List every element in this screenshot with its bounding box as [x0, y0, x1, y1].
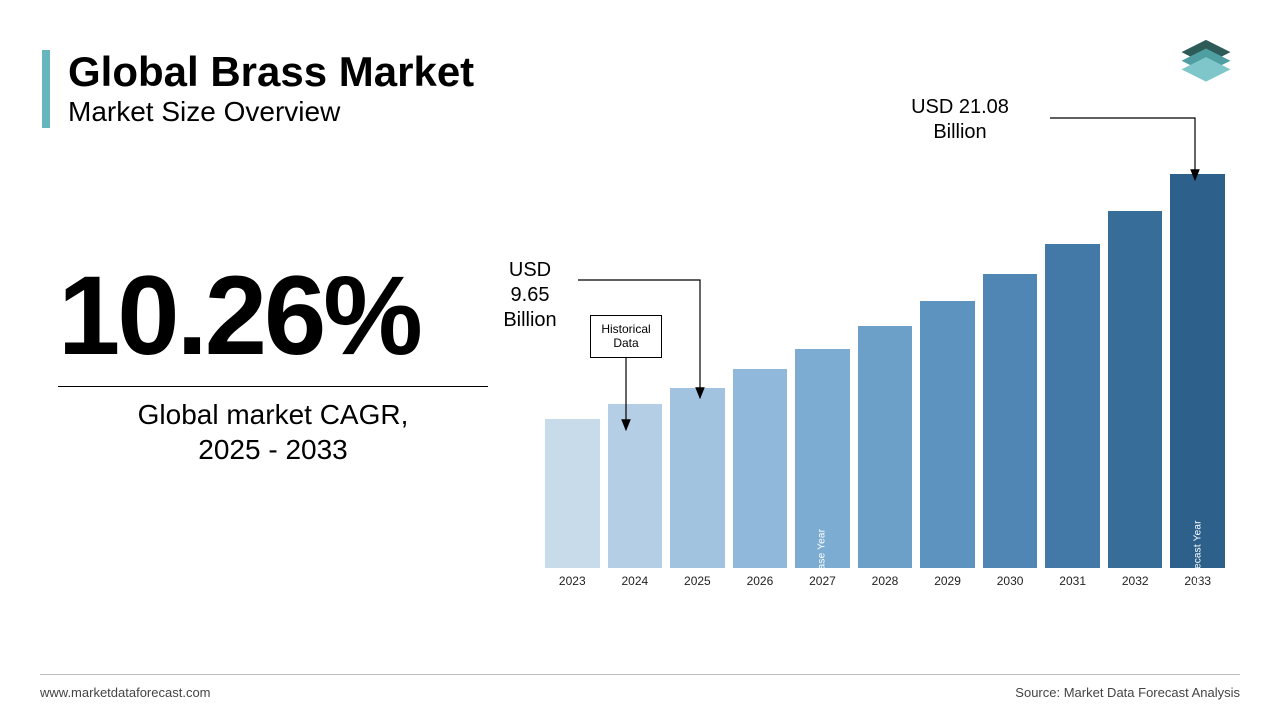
bar-2027: Base Year [795, 349, 850, 568]
bar-group: 2023 2024 2025 2026 Base Year2027 2028 2029 203… [545, 158, 1225, 588]
divider [58, 386, 488, 387]
page-subtitle: Market Size Overview [68, 96, 474, 128]
x-axis-year: 2026 [747, 574, 774, 588]
x-axis-year: 2029 [934, 574, 961, 588]
x-axis-year: 2028 [872, 574, 899, 588]
cagr-value: 10.26% [58, 260, 488, 372]
bar-inner-label: Base Year [817, 529, 828, 576]
callout-end-line1: USD 21.08 [911, 96, 1009, 118]
footer: www.marketdataforecast.com Source: Marke… [40, 674, 1240, 700]
page-root: Global Brass Market Market Size Overview… [0, 0, 1280, 720]
cagr-label: Global market CAGR, 2025 - 2033 [58, 397, 488, 467]
bar-wrap: 2032 [1108, 211, 1163, 588]
bar-wrap: 2026 [733, 369, 788, 588]
cagr-label-line2: 2025 - 2033 [198, 434, 347, 465]
footer-left: www.marketdataforecast.com [40, 685, 211, 700]
bar-inner-label: Forecast Year [1192, 520, 1203, 584]
bar-2025 [670, 388, 725, 568]
bar-2029 [920, 301, 975, 568]
bar-wrap: 2024 [608, 404, 663, 588]
x-axis-year: 2030 [997, 574, 1024, 588]
x-axis-year: 2024 [621, 574, 648, 588]
bar-wrap: 2030 [983, 274, 1038, 588]
bar-wrap: Base Year2027 [795, 349, 850, 588]
x-axis-year: 2023 [559, 574, 586, 588]
title-block: Global Brass Market Market Size Overview [42, 50, 474, 128]
bar-wrap: 2025 [670, 388, 725, 588]
footer-right: Source: Market Data Forecast Analysis [1015, 685, 1240, 700]
market-size-chart: 2023 2024 2025 2026 Base Year2027 2028 2029 203… [545, 130, 1225, 610]
x-axis-year: 2025 [684, 574, 711, 588]
callout-start-line2: 9.65 [511, 284, 550, 306]
bar-wrap: 2028 [858, 326, 913, 588]
brand-logo-icon [1170, 30, 1242, 90]
cagr-block: 10.26% Global market CAGR, 2025 - 2033 [58, 260, 488, 467]
bar-2031 [1045, 244, 1100, 568]
bar-2023 [545, 419, 600, 568]
bar-wrap: 2023 [545, 419, 600, 588]
bar-wrap: 2031 [1045, 244, 1100, 588]
bar-2030 [983, 274, 1038, 568]
bar-2032 [1108, 211, 1163, 568]
bar-2033: Forecast Year [1170, 174, 1225, 568]
page-title: Global Brass Market [68, 50, 474, 94]
cagr-label-line1: Global market CAGR, [138, 399, 409, 430]
bar-2026 [733, 369, 788, 568]
x-axis-year: 2032 [1122, 574, 1149, 588]
bar-2028 [858, 326, 913, 568]
bar-wrap: 2029 [920, 301, 975, 588]
bar-wrap: Forecast Year2033 [1170, 174, 1225, 588]
x-axis-year: 2031 [1059, 574, 1086, 588]
bar-2024 [608, 404, 663, 568]
